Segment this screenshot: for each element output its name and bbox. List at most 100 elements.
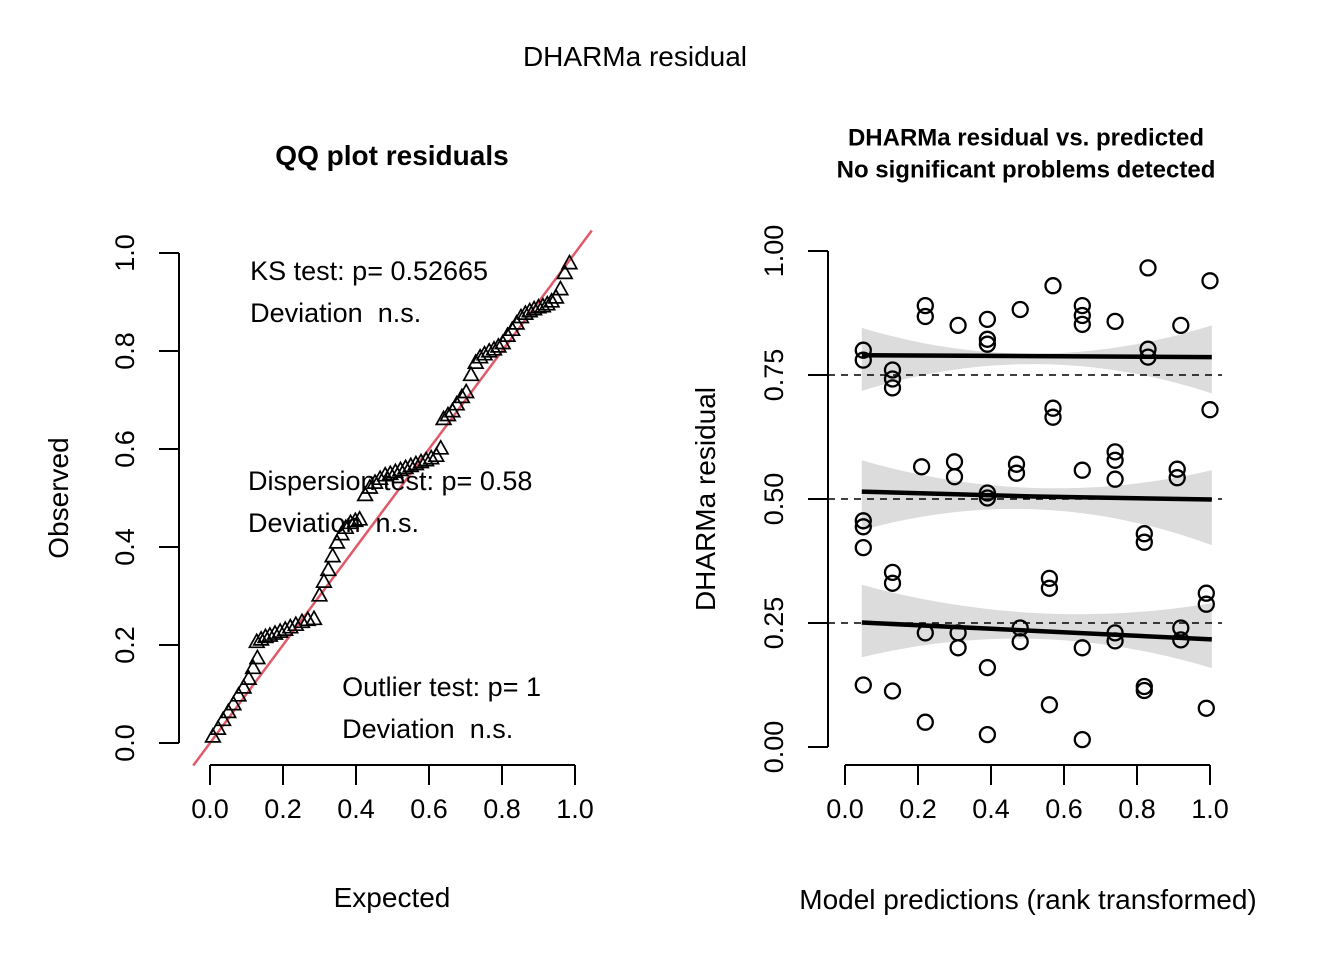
qq-point (422, 448, 440, 465)
residual-point (1044, 277, 1062, 295)
right-y-axis-label: DHARMa residual (690, 386, 721, 612)
residual-point (912, 458, 931, 476)
residual-point (1168, 469, 1186, 487)
qq-point (427, 446, 446, 463)
qq-point (247, 632, 266, 649)
confidence-band (861, 325, 1212, 394)
residual-point (883, 563, 902, 582)
residual-point (1007, 464, 1026, 482)
quantile-fit-line (861, 489, 1212, 502)
qq-point (323, 546, 342, 563)
qq-point (219, 702, 238, 719)
x-tick-label: 1.0 (556, 794, 594, 824)
residual-point (1011, 619, 1029, 637)
qq-point (439, 405, 457, 422)
test-result-line: Dispersion test: p= 0.58 (247, 466, 533, 497)
residual-point (1135, 681, 1153, 700)
right-x-axis-label: Model predictions (rank transformed) (799, 884, 1257, 915)
residual-point (978, 335, 997, 353)
qq-point (551, 279, 570, 296)
residual-point (1044, 399, 1062, 417)
residual-point (1011, 633, 1029, 651)
x-tick-label: 0.0 (191, 794, 229, 824)
qq-point (376, 465, 394, 482)
residual-point (883, 370, 902, 388)
residual-point (1197, 699, 1215, 717)
residual-point (1040, 696, 1059, 714)
y-tick-label: 0.25 (759, 597, 789, 650)
residual-point (1040, 569, 1059, 588)
residual-point (1073, 730, 1091, 749)
qq-point (431, 439, 450, 455)
residual-point (1011, 300, 1029, 319)
x-tick-label: 0.0 (826, 794, 864, 824)
qq-point (224, 694, 243, 711)
x-tick-label: 0.4 (972, 794, 1010, 824)
residual-point (978, 484, 997, 502)
qq-plot-title: QQ plot residuals (275, 140, 509, 171)
residual-point (916, 624, 934, 642)
residual-point (883, 682, 902, 700)
y-tick-label: 0.4 (110, 528, 140, 566)
x-tick-label: 0.4 (337, 794, 375, 824)
residual-point (1135, 533, 1153, 551)
residual-point (1135, 525, 1153, 543)
qq-point (556, 263, 574, 280)
residual-point (1172, 619, 1190, 637)
residual-point (1073, 461, 1091, 479)
y-tick-label: 0.8 (110, 332, 140, 370)
test-result-line: Deviation n.s. (250, 298, 422, 329)
residual-point (883, 361, 902, 379)
y-tick-label: 1.0 (110, 234, 140, 272)
test-result-line: Outlier test: p= 1 (342, 671, 541, 702)
residual-point (1106, 443, 1124, 461)
x-tick-label: 1.0 (1191, 794, 1229, 824)
qq-point (366, 473, 384, 489)
qq-point (310, 586, 329, 602)
qq-x-axis-label: Expected (333, 882, 451, 913)
confidence-band (861, 460, 1212, 546)
test-result-line: Deviation n.s. (247, 508, 420, 539)
qq-point (453, 387, 471, 404)
residual-plot-group: 0.0 0.2 0.4 0.6 0.8 1.0 0.00 0.25 0.50 0.75 1.00 (759, 225, 1229, 824)
test-result-text: Dispersion test: p= 0.58 Deviation n.s. (248, 460, 532, 544)
residual-point (1073, 315, 1091, 334)
qq-point (315, 572, 333, 588)
residual-point (945, 468, 964, 486)
qq-plot-group: 0.0 0.2 0.4 0.6 0.8 1.0 0.0 0.2 0.4 0.6 0.8 1.0 (110, 229, 594, 824)
qq-point (457, 382, 475, 399)
qq-point (350, 510, 369, 526)
right-plot-title: DHARMa residual vs. predicted (847, 124, 1205, 152)
residual-point (978, 725, 997, 744)
residual-point (854, 518, 872, 536)
y-tick-label: 0.00 (759, 721, 789, 774)
residual-point (1172, 316, 1190, 335)
qq-point (209, 719, 227, 735)
residual-point (1073, 639, 1091, 657)
residual-point (1106, 632, 1124, 650)
residual-point (1040, 579, 1059, 597)
residual-point (916, 296, 934, 315)
residual-point (916, 307, 934, 326)
residual-point (1197, 584, 1215, 602)
qq-point (239, 669, 258, 685)
qq-point (214, 710, 232, 727)
qq-point (244, 658, 262, 675)
residual-point (916, 713, 934, 731)
x-tick-label: 0.6 (410, 794, 448, 824)
residual-point (978, 658, 997, 677)
qq-point (434, 409, 453, 426)
qq-point (305, 609, 323, 626)
qq-point (204, 727, 222, 743)
test-result-line: KS test: p= 0.52665 (250, 256, 489, 287)
residual-point (1073, 296, 1091, 315)
quantile-fit-line (861, 620, 1212, 642)
qq-point (462, 365, 480, 382)
x-tick-label: 0.2 (899, 794, 937, 824)
residual-point (854, 538, 872, 557)
qq-point (542, 292, 561, 308)
residual-point (945, 453, 964, 471)
y-tick-label: 1.00 (759, 225, 789, 278)
residual-point (854, 341, 872, 359)
